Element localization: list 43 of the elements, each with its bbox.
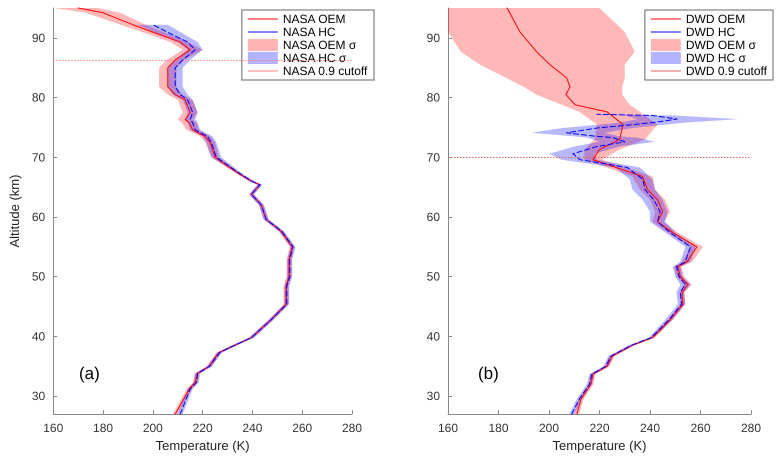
y-tick-label: 90 [426,30,440,45]
legend-label: NASA HC σ [282,51,347,65]
x-tick-label: 200 [538,421,560,436]
x-axis-title: Temperature (K) [156,438,250,453]
y-tick-label: 60 [32,210,46,224]
x-tick-label: 260 [690,421,711,436]
y-tick-label: 50 [32,270,46,284]
y-tick-label: 70 [426,150,440,164]
x-axis-title: Temperature (K) [552,438,646,453]
legend-label: NASA OEM [282,12,346,26]
x-tick-label: 200 [142,421,164,436]
x-tick-label: 280 [342,421,362,436]
legend-label: NASA OEM σ [282,38,357,52]
x-tick-label: 240 [640,421,660,436]
x-tick-label: 220 [192,421,213,436]
legend-label: NASA 0.9 cutoff [282,64,368,78]
x-tick-label: 160 [43,421,64,436]
legend-label: NASA HC [282,25,336,39]
x-tick-label: 280 [740,421,762,436]
y-tick-label: 90 [32,30,46,45]
y-tick-label: 30 [32,389,46,404]
x-tick-label: 180 [488,421,509,436]
x-tick-label: 160 [438,421,458,436]
annotation: (b) [478,364,499,383]
y-axis-title: Altitude (km) [7,174,22,248]
legend-label: DWD OEM σ [686,38,757,52]
x-tick-label: 220 [589,421,610,436]
annotation: (a) [79,364,100,383]
legend-label: DWD 0.9 cutoff [686,64,768,78]
y-tick-label: 80 [32,90,46,105]
legend-label: DWD HC [686,25,736,39]
x-tick-label: 180 [93,421,114,436]
y-tick-label: 60 [426,210,440,224]
y-tick-label: 80 [426,90,440,105]
y-tick-label: 40 [426,329,440,344]
y-tick-label: 30 [426,389,440,404]
y-tick-label: 40 [32,329,46,344]
x-tick-label: 240 [242,421,263,436]
y-tick-label: 70 [32,150,46,164]
legend-label: DWD OEM [686,12,746,26]
x-tick-label: 260 [292,421,313,436]
legend-label: DWD HC σ [686,51,747,65]
y-tick-label: 50 [426,270,440,284]
